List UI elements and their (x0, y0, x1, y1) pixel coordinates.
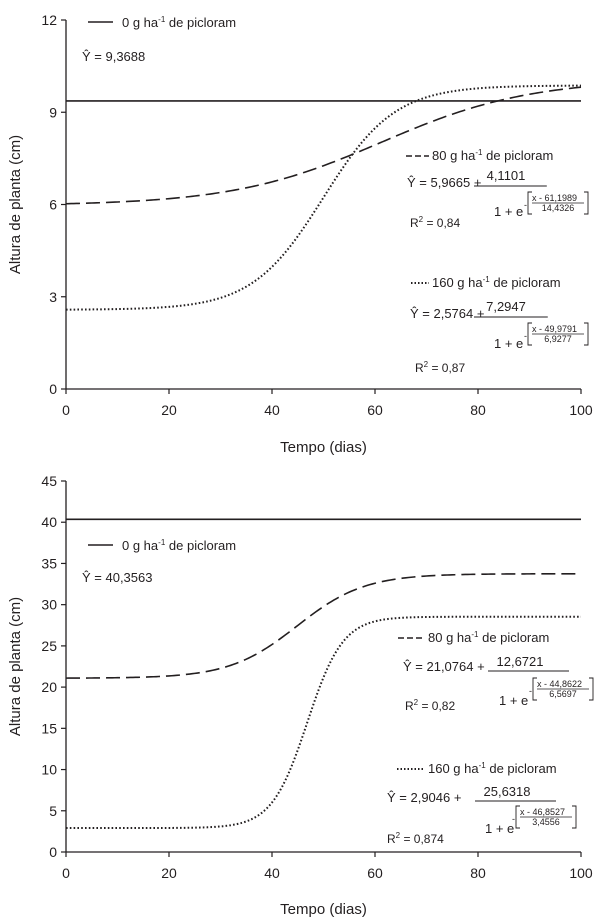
equation-constant: Ŷ = 9,3688 (82, 49, 145, 64)
exponent-numerator: x - 61,1989 (532, 193, 577, 203)
y-tick-label: 12 (41, 12, 57, 28)
y-tick-label: 20 (41, 679, 57, 695)
y-tick-label: 6 (49, 197, 57, 213)
y-tick-label: 30 (41, 597, 57, 613)
exponent-bracket-right (584, 191, 589, 215)
x-tick-label: 80 (470, 402, 486, 418)
equation-numerator: 4,1101 (487, 168, 526, 183)
equation-intercept: Ŷ = 2,5764 + (410, 306, 484, 321)
legend-label: 80 g ha-1 de picloram (428, 630, 549, 645)
exponent-minus: - (512, 814, 515, 824)
exponent-bracket-left (515, 805, 520, 829)
legend-label: 0 g ha-1 de picloram (122, 538, 236, 553)
x-tick-label: 100 (569, 402, 593, 418)
x-tick-label: 60 (367, 865, 383, 881)
legend-label: 0 g ha-1 de picloram (122, 15, 236, 30)
y-tick-label: 3 (49, 289, 57, 305)
x-tick-label: 20 (161, 402, 177, 418)
y-axis-title: Altura de planta (cm) (7, 597, 24, 736)
y-axis-title: Altura de planta (cm) (7, 135, 24, 274)
exponent-denominator: 6,9277 (544, 334, 572, 344)
y-tick-label: 25 (41, 638, 57, 654)
r-squared: R2 = 0,874 (387, 831, 444, 846)
y-tick-label: 45 (41, 473, 57, 489)
y-tick-label: 5 (49, 803, 57, 819)
exponent-numerator: x - 44,8622 (537, 679, 582, 689)
equation-numerator: 7,2947 (486, 299, 526, 314)
legend-label: 160 g ha-1 de picloram (428, 761, 557, 776)
equation-intercept: Ŷ = 5,9665 + (407, 175, 481, 190)
x-tick-label: 40 (264, 402, 280, 418)
r-squared: R2 = 0,84 (410, 215, 460, 230)
exponent-bracket-left (532, 677, 537, 701)
equation-numerator: 25,6318 (484, 784, 531, 799)
legend-label: 160 g ha-1 de picloram (432, 275, 561, 290)
x-tick-label: 80 (470, 865, 486, 881)
x-tick-label: 20 (161, 865, 177, 881)
exponent-bracket-left (527, 322, 532, 346)
equation-constant: Ŷ = 40,3563 (82, 570, 152, 585)
y-tick-label: 0 (49, 844, 57, 860)
y-tick-label: 35 (41, 555, 57, 571)
r-squared: R2 = 0,87 (415, 360, 465, 375)
series-line-dashed (65, 572, 581, 679)
y-tick-label: 10 (41, 762, 57, 778)
series-line-dashed (65, 86, 582, 205)
equation-intercept: Ŷ = 2,9046 + (387, 790, 461, 805)
y-tick-label: 15 (41, 720, 57, 736)
equation-numerator: 12,6721 (497, 654, 544, 669)
exponent-minus: - (529, 686, 532, 696)
exponent-bracket-right (584, 322, 589, 346)
x-tick-label: 0 (62, 865, 70, 881)
x-tick-label: 100 (569, 865, 593, 881)
chart-panel-2: 0 20 40 60 80 100 0 5 10 15 20 25 30 35 40 45 Tempo (dia… (7, 473, 594, 918)
exponent-numerator: x - 46,8527 (520, 807, 565, 817)
exponent-denominator: 14,4326 (542, 203, 575, 213)
x-tick-label: 60 (367, 402, 383, 418)
x-tick-label: 0 (62, 402, 70, 418)
exponent-denominator: 3,4556 (532, 817, 560, 827)
equation-denominator: 1 + e (494, 336, 523, 351)
chart-panel-1: 0 20 40 60 80 100 0 3 6 9 12 Tempo (dias) Altura de … (7, 12, 593, 456)
equation-denominator: 1 + e (485, 821, 514, 836)
exponent-minus: - (524, 331, 527, 341)
y-tick-label: 40 (41, 514, 57, 530)
exponent-bracket-right (572, 805, 577, 829)
exponent-bracket-left (527, 191, 532, 215)
y-tick-label: 9 (49, 104, 57, 120)
x-tick-label: 40 (264, 865, 280, 881)
equation-intercept: Ŷ = 21,0764 + (403, 659, 485, 674)
legend-label: 80 g ha-1 de picloram (432, 148, 553, 163)
x-axis-title: Tempo (dias) (280, 901, 367, 918)
exponent-minus: - (524, 200, 527, 210)
equation-denominator: 1 + e (494, 204, 523, 219)
exponent-numerator: x - 49,9791 (532, 324, 577, 334)
r-squared: R2 = 0,82 (405, 698, 455, 713)
exponent-denominator: 6,5697 (549, 689, 577, 699)
exponent-bracket-right (589, 677, 594, 701)
x-axis-title: Tempo (dias) (280, 439, 367, 456)
equation-denominator: 1 + e (499, 693, 528, 708)
y-tick-label: 0 (49, 381, 57, 397)
